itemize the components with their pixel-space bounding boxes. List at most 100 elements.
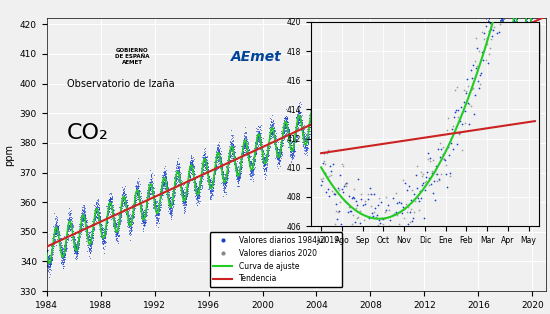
Point: [145, 180, 154, 185]
Point: [162, 181, 170, 186]
Point: [517, 51, 526, 56]
Point: [130, 198, 139, 203]
Point: [383, 98, 392, 103]
Point: [218, 175, 227, 180]
Point: [189, 169, 197, 174]
Point: [273, 146, 282, 151]
Point: [466, 67, 475, 72]
Point: [202, 166, 211, 171]
Point: [282, 124, 290, 129]
Point: [285, 142, 294, 147]
Point: [438, 75, 447, 80]
Point: [389, 65, 398, 70]
Point: [164, 202, 173, 207]
Point: [54, 228, 63, 233]
Point: [371, 101, 380, 106]
Point: [525, 6, 534, 11]
Point: [202, 162, 211, 167]
Point: [205, 196, 214, 201]
Point: [99, 236, 108, 241]
Point: [164, 197, 173, 202]
Point: [487, 53, 496, 58]
Point: [333, 109, 342, 114]
Point: [133, 187, 142, 192]
Point: [483, 36, 492, 41]
Point: [222, 178, 230, 183]
Point: [305, 127, 314, 132]
Point: [135, 200, 144, 205]
Point: [275, 164, 284, 169]
Point: [452, 67, 461, 72]
Point: [64, 226, 73, 231]
Point: [188, 155, 197, 160]
Point: [220, 176, 229, 181]
Point: [52, 229, 60, 234]
Point: [469, 27, 477, 32]
Point: [451, 72, 460, 77]
Point: [82, 225, 91, 230]
Point: [289, 146, 298, 151]
Point: [244, 154, 253, 159]
Point: [256, 142, 265, 147]
Point: [231, 160, 240, 165]
Point: [84, 231, 93, 236]
Point: [207, 183, 216, 188]
Point: [325, 108, 334, 113]
Point: [373, 81, 382, 86]
Point: [332, 111, 341, 116]
Point: [393, 80, 402, 85]
Point: [316, 136, 324, 141]
Point: [216, 154, 224, 159]
Point: [486, 31, 495, 36]
Point: [472, 40, 481, 45]
Point: [212, 148, 221, 153]
Point: [379, 87, 388, 92]
Point: [438, 72, 447, 77]
Point: [279, 126, 288, 131]
Point: [331, 121, 340, 126]
Point: [238, 152, 247, 157]
Point: [62, 247, 70, 252]
Point: [422, 87, 431, 92]
Point: [427, 60, 436, 65]
Point: [158, 176, 167, 181]
Point: [206, 190, 214, 195]
Point: [439, 56, 448, 61]
Point: [287, 153, 296, 158]
Point: [342, 117, 350, 122]
Point: [140, 215, 148, 220]
Point: [120, 198, 129, 203]
Point: [471, 41, 480, 46]
Point: [304, 141, 312, 146]
Point: [373, 95, 382, 100]
Point: [198, 159, 207, 164]
Point: [497, 30, 506, 35]
Point: [428, 58, 437, 63]
Point: [176, 176, 185, 181]
Point: [307, 110, 316, 115]
Point: [209, 182, 218, 187]
Point: [64, 226, 73, 231]
Point: [126, 221, 135, 226]
Point: [78, 223, 87, 228]
Point: [294, 113, 303, 118]
Point: [425, 81, 434, 86]
Point: [85, 236, 94, 241]
Point: [373, 84, 382, 89]
Point: [403, 57, 411, 62]
Point: [342, 117, 351, 122]
Point: [173, 165, 182, 170]
Point: [60, 234, 69, 239]
Point: [153, 213, 162, 218]
Point: [74, 244, 83, 249]
Point: [395, 100, 404, 105]
Point: [310, 116, 319, 122]
Point: [432, 55, 441, 60]
Point: [325, 193, 334, 198]
Point: [283, 124, 292, 129]
Point: [104, 196, 113, 201]
Point: [306, 116, 315, 121]
Point: [135, 200, 144, 205]
Point: [125, 227, 134, 232]
Point: [192, 189, 201, 194]
